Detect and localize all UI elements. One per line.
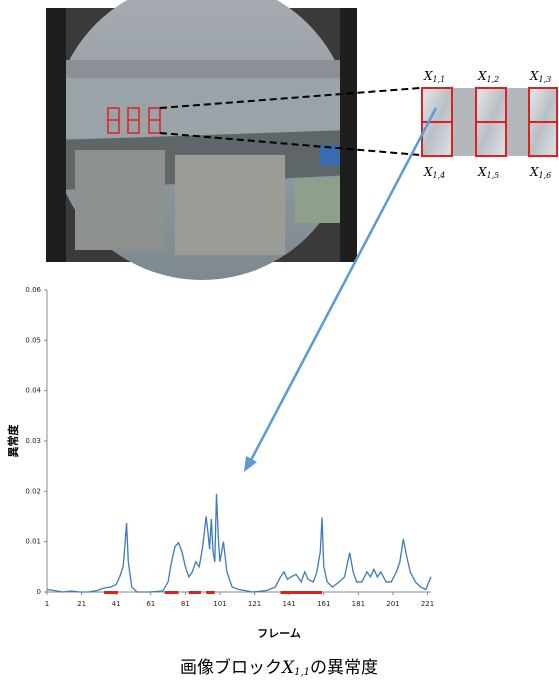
x-axis-label: フレーム — [257, 627, 301, 640]
zoomed-patches — [422, 88, 557, 156]
patch-label-base: X — [529, 165, 539, 179]
caption-symbol: X — [280, 658, 295, 678]
y-tick-label: 0.05 — [25, 336, 41, 344]
figure: フレーム 異常度 画像ブロックX1,1の異常度 X1,1X1,2X1,3X1,4… — [0, 0, 559, 689]
patch-label: X1,3 — [529, 69, 551, 85]
patch-label: X1,1 — [423, 69, 445, 85]
patch-label-base: X — [423, 69, 433, 83]
caption-prefix: 画像ブロック — [180, 657, 282, 678]
patch-label-sub: 1,2 — [487, 75, 500, 84]
x-tick-label: 21 — [77, 600, 86, 608]
patch-label-base: X — [423, 165, 433, 179]
x-tick-label: 181 — [352, 600, 365, 608]
patch-label-sub: 1,4 — [433, 171, 446, 180]
patch-label: X1,6 — [529, 165, 551, 181]
y-tick-label: 0.01 — [25, 538, 41, 546]
anomaly-range — [206, 591, 215, 594]
x-tick-label: 1 — [45, 600, 49, 608]
x-tick-label: 61 — [146, 600, 155, 608]
y-tick-label: 0.04 — [25, 387, 41, 395]
x-tick-label: 161 — [317, 600, 330, 608]
anomaly-range — [189, 591, 201, 594]
patch-label-sub: 1,5 — [487, 171, 500, 180]
page: フレーム 異常度 画像ブロックX1,1の異常度 X1,1X1,2X1,3X1,4… — [0, 0, 559, 693]
x-tick-label: 101 — [213, 600, 226, 608]
caption-suffix: の異常度 — [310, 658, 378, 678]
x-tick-label: 141 — [282, 600, 295, 608]
y-tick-label: 0 — [37, 588, 41, 596]
patch-label-sub: 1,3 — [539, 75, 552, 84]
camera-photo — [46, 0, 357, 280]
caption-sub: 1,1 — [294, 667, 310, 678]
patch-label-sub: 1,6 — [539, 171, 552, 180]
y-tick-label: 0.02 — [25, 487, 41, 495]
x-tick-label: 41 — [112, 600, 121, 608]
x-tick-label: 221 — [421, 600, 434, 608]
anomaly-range — [281, 591, 323, 594]
patch-label: X1,4 — [423, 165, 445, 181]
x-tick-label: 121 — [248, 600, 261, 608]
caption: 画像ブロックX1,1の異常度 — [180, 657, 378, 678]
data-line — [47, 494, 431, 592]
patch-label-base: X — [477, 69, 487, 83]
x-tick-label: 81 — [181, 600, 190, 608]
y-axis-label: 異常度 — [6, 424, 20, 458]
patch-label: X1,5 — [477, 165, 499, 181]
patch-label: X1,2 — [477, 69, 499, 85]
patch-label-base: X — [529, 69, 539, 83]
anomaly-range — [165, 591, 179, 594]
y-tick-label: 0.06 — [25, 286, 41, 294]
y-tick-label: 0.03 — [25, 437, 41, 445]
x-tick-label: 201 — [386, 600, 399, 608]
patch-label-base: X — [477, 165, 487, 179]
anomaly-range — [104, 591, 118, 594]
patch-label-sub: 1,1 — [433, 75, 446, 84]
